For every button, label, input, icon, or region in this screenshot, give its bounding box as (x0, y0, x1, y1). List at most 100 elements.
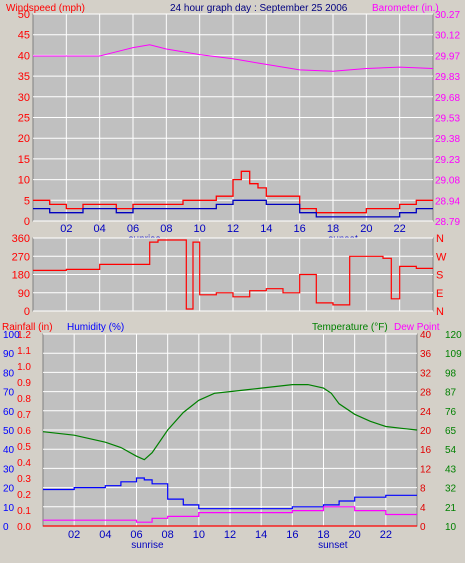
y-tick-label: 30.27 (435, 10, 460, 21)
temperature-f-ticks: 10 21 32 43 54 65 76 87 98 109 120 (445, 330, 462, 533)
y-tick-label: 4 (420, 503, 426, 514)
y-tick-label: 5 (24, 195, 30, 207)
humidity-ticks: 0 10 20 30 40 50 60 70 80 90 100 (3, 330, 20, 533)
y-tick-label: 90 (3, 349, 15, 360)
series-humidity (43, 477, 417, 510)
legend-temperature: Temperature (°F) (312, 322, 388, 333)
legend-humidity: Humidity (%) (67, 322, 124, 333)
x-tick-label: 14 (260, 223, 272, 235)
y-tick-label: 29.38 (435, 134, 460, 145)
x-tick-label: 04 (99, 529, 111, 541)
y-tick-label: 65 (445, 426, 457, 437)
y-tick-label: 0.7 (17, 410, 31, 421)
y-tick-label: 30 (18, 92, 30, 104)
series-windspeed (33, 170, 433, 214)
y-tick-label: 35 (18, 71, 30, 83)
y-tick-label: 1.1 (17, 346, 31, 357)
graph-title: 24 hour graph day : September 25 2006 (170, 3, 348, 14)
y-tick-label: 20 (3, 484, 15, 495)
x-tick-label: 02 (68, 529, 80, 541)
y-tick-label: 29.97 (435, 51, 460, 62)
windspeed-axis-label: Windspeed (mph) (6, 3, 85, 14)
x-tick-label: 20 (360, 223, 372, 235)
wind-direction-series (33, 239, 433, 310)
x-marker-sunrise: sunrise (131, 540, 164, 551)
series-wind-gust (33, 199, 433, 218)
direction-degree-ticks: 360 270 180 90 0 (12, 233, 30, 318)
x-tick-label: 12 (224, 529, 236, 541)
x-tick-label: 22 (394, 223, 406, 235)
y-tick-label: 29.23 (435, 155, 460, 166)
y-tick-label: 28.79 (435, 217, 460, 228)
x-tick-label: 14 (255, 529, 267, 541)
y-tick-label: 24 (420, 407, 432, 418)
y-tick-label: 120 (445, 330, 462, 341)
y-tick-label: 0.5 (17, 442, 31, 453)
wind-baro-series (33, 44, 434, 218)
y-tick-label: 29.68 (435, 93, 460, 104)
x-tick-label: 20 (349, 529, 361, 541)
y-tick-label: 76 (445, 407, 457, 418)
y-tick-label: 1.2 (17, 330, 31, 341)
barometer-ticks: 28.79 28.94 29.08 29.23 29.38 29.53 29.68 29.83… (435, 10, 460, 228)
y-tick-label: N (436, 306, 444, 318)
y-tick-label: 16 (420, 445, 432, 456)
y-tick-label: 270 (12, 251, 30, 263)
x-tick-label: 10 (194, 223, 206, 235)
y-tick-label: 0.9 (17, 378, 31, 389)
y-tick-label: 20 (18, 133, 30, 145)
y-tick-label: 10 (445, 522, 457, 533)
y-tick-label: W (436, 251, 447, 263)
x-tick-label: 18 (317, 529, 329, 541)
y-tick-label: 32 (445, 484, 457, 495)
y-tick-label: 29.53 (435, 114, 460, 125)
legend-rainfall: Rainfall (in) (2, 322, 53, 333)
x-tick-label: 12 (227, 223, 239, 235)
y-tick-label: 0.4 (17, 458, 31, 469)
y-tick-label: 180 (12, 270, 30, 282)
y-tick-label: 50 (18, 9, 30, 21)
y-tick-label: 40 (18, 50, 30, 62)
y-tick-label: 1.0 (17, 362, 31, 373)
y-tick-label: N (436, 233, 444, 245)
y-tick-label: 0.8 (17, 394, 31, 405)
y-tick-label: 360 (12, 233, 30, 245)
y-tick-label: 0.6 (17, 426, 31, 437)
x-tick-label: 04 (94, 223, 106, 235)
y-tick-label: 87 (445, 388, 457, 399)
x-tick-label: 08 (162, 529, 174, 541)
x-tick-label: 06 (130, 529, 142, 541)
x-tick-label: 16 (294, 223, 306, 235)
x-tick-label: 10 (193, 529, 205, 541)
y-tick-label: 0.1 (17, 506, 31, 517)
x-tick-label: 02 (60, 223, 72, 235)
legend-dew-point: Dew Point (394, 322, 440, 333)
y-tick-label: 43 (445, 464, 457, 475)
series-dew-point (43, 506, 417, 523)
rainfall-ticks: 0.0 0.1 0.2 0.3 0.4 0.5 0.6 0.7 0.8 0.9 1.0 1.1 1.2 (17, 330, 31, 533)
y-tick-label: 21 (445, 503, 457, 514)
windspeed-ticks: 0 5 10 15 20 25 30 35 40 45 50 (18, 9, 30, 228)
y-tick-label: 45 (18, 30, 30, 42)
y-tick-label: 98 (445, 368, 457, 379)
series-temperature (42, 384, 418, 461)
y-tick-label: S (436, 270, 443, 282)
hour-ticks-bottom: 02 04 06 08 10 12 14 16 18 20 22 sunrise sunset (68, 529, 392, 551)
y-tick-label: 0 (420, 522, 426, 533)
y-tick-label: 0.2 (17, 490, 31, 501)
y-tick-label: 0.3 (17, 474, 31, 485)
y-tick-label: 0 (3, 522, 9, 533)
y-tick-label: 0 (24, 216, 30, 228)
y-tick-label: 60 (3, 407, 15, 418)
y-tick-label: 54 (445, 445, 457, 456)
temp-hum-series (42, 384, 418, 527)
y-tick-label: 100 (3, 330, 20, 341)
barometer-axis-label: Barometer (in.) (372, 3, 439, 14)
series-wind-direction (33, 239, 433, 310)
y-tick-label: 28 (420, 388, 432, 399)
y-tick-label: 29.83 (435, 72, 460, 83)
y-tick-label: 29.08 (435, 176, 460, 187)
y-tick-label: 0 (24, 306, 30, 318)
